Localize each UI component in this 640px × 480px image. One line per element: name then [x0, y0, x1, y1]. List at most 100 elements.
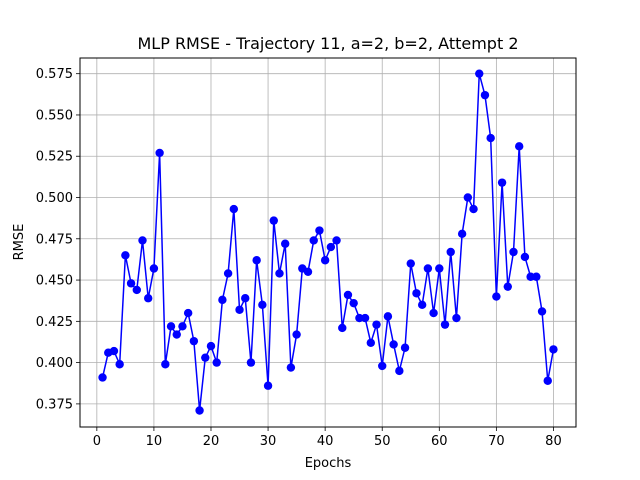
data-point — [149, 264, 159, 273]
x-tick-label: 60 — [431, 434, 448, 449]
data-point — [423, 264, 433, 273]
y-tick-label: 0.550 — [36, 108, 73, 123]
data-point — [338, 323, 347, 333]
data-point — [132, 285, 141, 295]
data-point — [537, 307, 547, 316]
x-tick-label: 20 — [203, 434, 220, 449]
y-tick-label: 0.425 — [36, 315, 73, 330]
data-point — [258, 300, 267, 310]
data-point — [378, 361, 387, 371]
y-axis-label: RMSE — [12, 224, 27, 261]
data-point — [417, 300, 427, 310]
data-point — [218, 295, 227, 305]
x-tick-label: 40 — [317, 434, 334, 449]
data-point — [400, 343, 410, 352]
series-layer — [98, 69, 558, 415]
data-point — [269, 216, 278, 225]
data-point — [440, 320, 450, 329]
data-point — [155, 148, 164, 158]
data-point — [303, 267, 313, 277]
x-tick-label: 10 — [146, 434, 163, 449]
data-point — [223, 269, 233, 278]
data-point — [395, 366, 404, 376]
data-point — [475, 69, 484, 78]
data-point — [492, 292, 501, 301]
data-point — [309, 236, 318, 245]
data-point — [320, 256, 330, 265]
series-line — [101, 72, 555, 412]
y-tick-label: 0.500 — [36, 191, 73, 206]
y-tick-label: 0.450 — [36, 274, 73, 289]
data-point — [206, 341, 216, 351]
data-point — [229, 204, 239, 214]
y-tick-label: 0.575 — [36, 67, 73, 82]
x-tick-label: 70 — [488, 434, 505, 449]
data-point — [486, 133, 495, 143]
data-point — [212, 358, 221, 367]
data-point — [286, 363, 296, 372]
data-point — [532, 272, 541, 281]
data-point — [292, 330, 301, 339]
y-tick-label: 0.525 — [36, 150, 73, 165]
data-point — [241, 294, 250, 303]
x-tick-label: 30 — [260, 434, 277, 449]
data-point — [412, 289, 421, 298]
data-point — [497, 178, 507, 187]
data-point — [115, 360, 124, 369]
data-point — [98, 373, 107, 382]
data-point — [138, 236, 147, 245]
y-axis-ticks: 0.375 0.400 0.425 0.450 0.475 0.500 0.525 0.550… — [36, 67, 80, 412]
data-point — [343, 290, 353, 300]
data-point — [235, 305, 244, 314]
data-point — [372, 320, 381, 329]
data-point — [549, 345, 558, 354]
y-tick-label: 0.400 — [36, 356, 73, 371]
data-point — [366, 338, 376, 347]
x-tick-label: 0 — [93, 434, 101, 449]
data-point — [195, 406, 204, 415]
plot-frame — [79, 57, 577, 428]
data-point — [246, 358, 256, 367]
data-point — [503, 282, 512, 291]
data-point — [166, 322, 176, 331]
x-axis-ticks: 0 10 20 30 40 50 60 70 80 — [93, 427, 562, 449]
data-point — [469, 204, 478, 214]
data-point — [178, 322, 187, 331]
data-point — [509, 247, 518, 257]
data-point — [446, 247, 455, 257]
data-point — [201, 353, 210, 362]
y-tick-label: 0.375 — [36, 397, 73, 412]
x-axis-label: Epochs — [305, 456, 352, 471]
data-point — [452, 313, 461, 323]
data-point — [463, 193, 473, 202]
data-point — [121, 251, 130, 260]
data-point — [161, 360, 170, 369]
data-point — [275, 269, 284, 278]
data-point — [280, 239, 290, 248]
data-point — [315, 226, 324, 235]
data-point — [435, 264, 444, 273]
data-point — [406, 259, 415, 268]
x-tick-label: 80 — [545, 434, 562, 449]
data-point — [515, 142, 524, 151]
grid — [80, 58, 576, 427]
data-point — [360, 313, 370, 323]
data-point — [349, 298, 358, 308]
y-tick-label: 0.475 — [36, 232, 73, 247]
data-point — [383, 312, 393, 321]
data-point — [520, 252, 530, 262]
data-point — [543, 376, 552, 385]
data-point — [183, 308, 193, 318]
chart-title: MLP RMSE - Trajectory 11, a=2, b=2, Atte… — [137, 34, 518, 53]
data-point — [189, 336, 199, 346]
data-point — [252, 256, 261, 265]
data-point — [480, 90, 490, 100]
data-point — [126, 279, 136, 288]
data-point — [457, 229, 467, 239]
data-point — [144, 294, 153, 303]
x-tick-label: 50 — [374, 434, 391, 449]
data-point — [332, 236, 341, 245]
data-point — [326, 242, 336, 252]
data-point — [109, 346, 119, 356]
